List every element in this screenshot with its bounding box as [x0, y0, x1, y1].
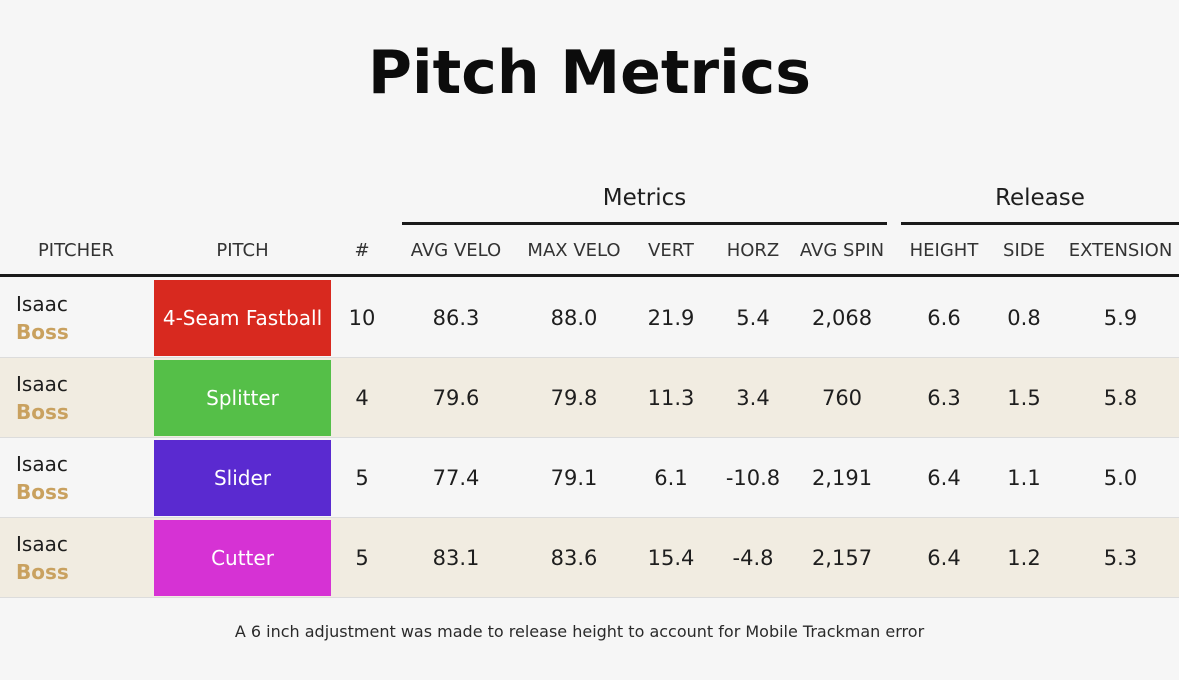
- table-row: Isaac Boss 4-Seam Fastball 10 86.3 88.0 21.9 5.…: [0, 278, 1179, 358]
- cell-avg-spin: 2,191: [811, 466, 873, 490]
- cell-count: 5: [355, 546, 369, 570]
- cell-height: 6.3: [927, 386, 961, 410]
- column-header-avg-velo: AVG VELO: [410, 240, 502, 261]
- header-divider: [0, 274, 1179, 277]
- release-group-label: Release: [995, 185, 1085, 211]
- column-header-pitcher: PITCHER: [37, 240, 115, 261]
- column-header-vert: VERT: [648, 240, 694, 261]
- row-divider: [0, 437, 1179, 438]
- release-group-underline: [901, 222, 1179, 225]
- cell-max-velo: 79.1: [550, 466, 598, 490]
- cell-height: 6.6: [927, 306, 961, 330]
- cell-horz: -10.8: [725, 466, 781, 490]
- cell-vert: 15.4: [647, 546, 695, 570]
- pitcher-first-name: Isaac: [16, 452, 68, 476]
- page-title: Pitch Metrics: [368, 38, 811, 108]
- cell-count: 10: [348, 306, 376, 330]
- pitch-type-cell: Splitter: [154, 360, 331, 436]
- pitcher-name: Isaac Boss: [16, 290, 69, 346]
- cell-avg-spin: 2,157: [811, 546, 873, 570]
- cell-max-velo: 79.8: [550, 386, 598, 410]
- cell-side: 1.5: [1007, 386, 1041, 410]
- column-header-max-velo: MAX VELO: [527, 240, 621, 261]
- cell-vert: 6.1: [654, 466, 688, 490]
- column-header-avg-spin: AVG SPIN: [799, 240, 885, 261]
- cell-extension: 5.3: [1103, 546, 1138, 570]
- metrics-group-label: Metrics: [602, 185, 687, 211]
- cell-avg-velo: 83.1: [432, 546, 480, 570]
- column-header-height: HEIGHT: [909, 240, 979, 261]
- row-divider: [0, 597, 1179, 598]
- pitcher-last-name: Boss: [16, 480, 69, 504]
- metrics-group-underline: [402, 222, 887, 225]
- cell-max-velo: 83.6: [550, 546, 598, 570]
- cell-horz: -4.8: [732, 546, 774, 570]
- pitcher-name: Isaac Boss: [16, 370, 69, 426]
- pitcher-first-name: Isaac: [16, 292, 68, 316]
- cell-avg-velo: 77.4: [432, 466, 480, 490]
- cell-avg-spin: 760: [821, 386, 863, 410]
- pitcher-last-name: Boss: [16, 320, 69, 344]
- row-divider: [0, 357, 1179, 358]
- pitcher-name: Isaac Boss: [16, 530, 69, 586]
- column-header-extension: EXTENSION: [1068, 240, 1173, 261]
- pitcher-last-name: Boss: [16, 400, 69, 424]
- column-header-count: #: [354, 240, 370, 261]
- row-divider: [0, 517, 1179, 518]
- cell-extension: 5.0: [1103, 466, 1138, 490]
- pitcher-last-name: Boss: [16, 560, 69, 584]
- cell-vert: 21.9: [647, 306, 695, 330]
- cell-extension: 5.8: [1103, 386, 1138, 410]
- cell-height: 6.4: [927, 466, 961, 490]
- table-row: Isaac Boss Cutter 5 83.1 83.6 15.4 -4.8 2,157 6.4…: [0, 518, 1179, 598]
- cell-count: 5: [355, 466, 369, 490]
- cell-avg-velo: 79.6: [432, 386, 480, 410]
- table-row: Isaac Boss Splitter 4 79.6 79.8 11.3 3.4 760 6.3 1…: [0, 358, 1179, 438]
- pitcher-first-name: Isaac: [16, 372, 68, 396]
- column-header-side: SIDE: [1003, 240, 1045, 261]
- pitcher-first-name: Isaac: [16, 532, 68, 556]
- cell-avg-spin: 2,068: [811, 306, 873, 330]
- pitch-type-cell: Cutter: [154, 520, 331, 596]
- cell-count: 4: [355, 386, 369, 410]
- cell-max-velo: 88.0: [550, 306, 598, 330]
- cell-side: 1.1: [1007, 466, 1041, 490]
- cell-horz: 3.4: [736, 386, 770, 410]
- pitcher-name: Isaac Boss: [16, 450, 69, 506]
- cell-side: 0.8: [1007, 306, 1041, 330]
- footnote: A 6 inch adjustment was made to release …: [234, 622, 925, 641]
- pitch-type-cell: 4-Seam Fastball: [154, 280, 331, 356]
- column-header-pitch: PITCH: [216, 240, 269, 261]
- cell-vert: 11.3: [647, 386, 695, 410]
- cell-side: 1.2: [1007, 546, 1041, 570]
- table-row: Isaac Boss Slider 5 77.4 79.1 6.1 -10.8 2,191 6.4…: [0, 438, 1179, 518]
- cell-height: 6.4: [927, 546, 961, 570]
- pitch-type-cell: Slider: [154, 440, 331, 516]
- cell-avg-velo: 86.3: [432, 306, 480, 330]
- cell-extension: 5.9: [1103, 306, 1138, 330]
- cell-horz: 5.4: [736, 306, 770, 330]
- column-header-horz: HORZ: [726, 240, 780, 261]
